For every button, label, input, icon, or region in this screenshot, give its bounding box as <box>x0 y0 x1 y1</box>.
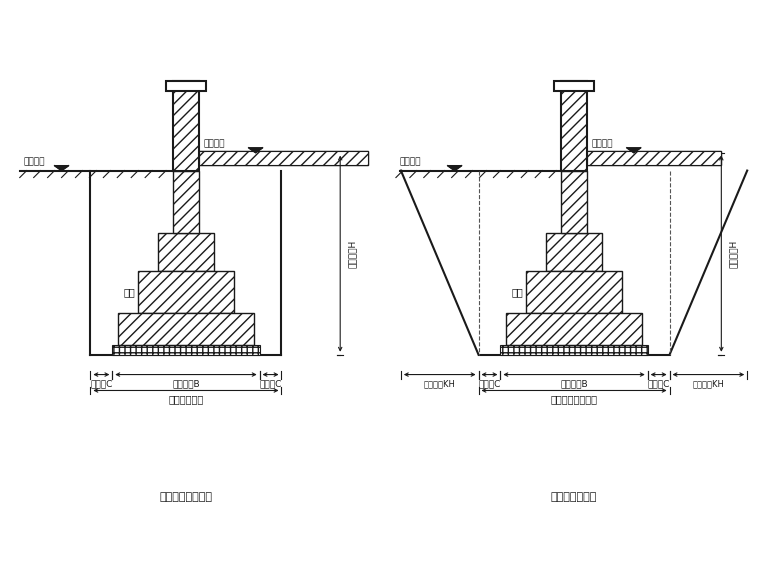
Bar <box>561 170 587 233</box>
Polygon shape <box>55 166 68 170</box>
Text: 室内地坪: 室内地坪 <box>204 139 226 148</box>
Bar <box>112 345 260 355</box>
Text: 放坡的基槽断面: 放坡的基槽断面 <box>551 492 597 502</box>
Text: 室内地坪: 室内地坪 <box>592 139 613 148</box>
Text: 工作面C: 工作面C <box>259 379 282 388</box>
Bar <box>173 170 199 233</box>
Bar <box>173 170 199 233</box>
Bar <box>158 233 214 271</box>
Polygon shape <box>627 148 641 153</box>
Text: 室外地坪: 室外地坪 <box>24 157 46 166</box>
Bar <box>561 170 587 233</box>
Text: 放坡宽度KH: 放坡宽度KH <box>692 379 724 388</box>
Text: 基础宽度B: 基础宽度B <box>172 379 200 388</box>
Bar <box>561 81 587 170</box>
Text: 开挖深度H: 开挖深度H <box>347 239 356 268</box>
Bar <box>138 271 234 313</box>
Bar <box>587 150 721 165</box>
Bar <box>119 313 254 345</box>
Bar <box>526 271 622 313</box>
Polygon shape <box>249 148 262 153</box>
Text: 放坡宽度KH: 放坡宽度KH <box>424 379 456 388</box>
Bar <box>506 313 641 345</box>
Polygon shape <box>448 166 461 170</box>
Text: 工作面C: 工作面C <box>90 379 112 388</box>
Text: 基槽基底开挖宽度: 基槽基底开挖宽度 <box>550 394 597 405</box>
Text: 工作面C: 工作面C <box>478 379 501 388</box>
Bar <box>199 150 368 165</box>
Text: 室外地坪: 室外地坪 <box>400 157 421 166</box>
Bar <box>500 345 648 355</box>
Text: 不放坡的基槽断面: 不放坡的基槽断面 <box>160 492 213 502</box>
Bar <box>587 150 721 165</box>
Text: 基础: 基础 <box>123 287 135 297</box>
Bar <box>166 81 206 91</box>
Bar <box>199 150 368 165</box>
Bar <box>173 81 199 170</box>
Text: 基础宽度B: 基础宽度B <box>560 379 588 388</box>
Bar <box>554 81 594 91</box>
Text: 基槽开挖宽度: 基槽开挖宽度 <box>168 394 204 405</box>
Bar <box>546 233 602 271</box>
Text: 开挖深度H: 开挖深度H <box>729 239 738 268</box>
Text: 基础: 基础 <box>511 287 524 297</box>
Text: 工作面C: 工作面C <box>648 379 670 388</box>
